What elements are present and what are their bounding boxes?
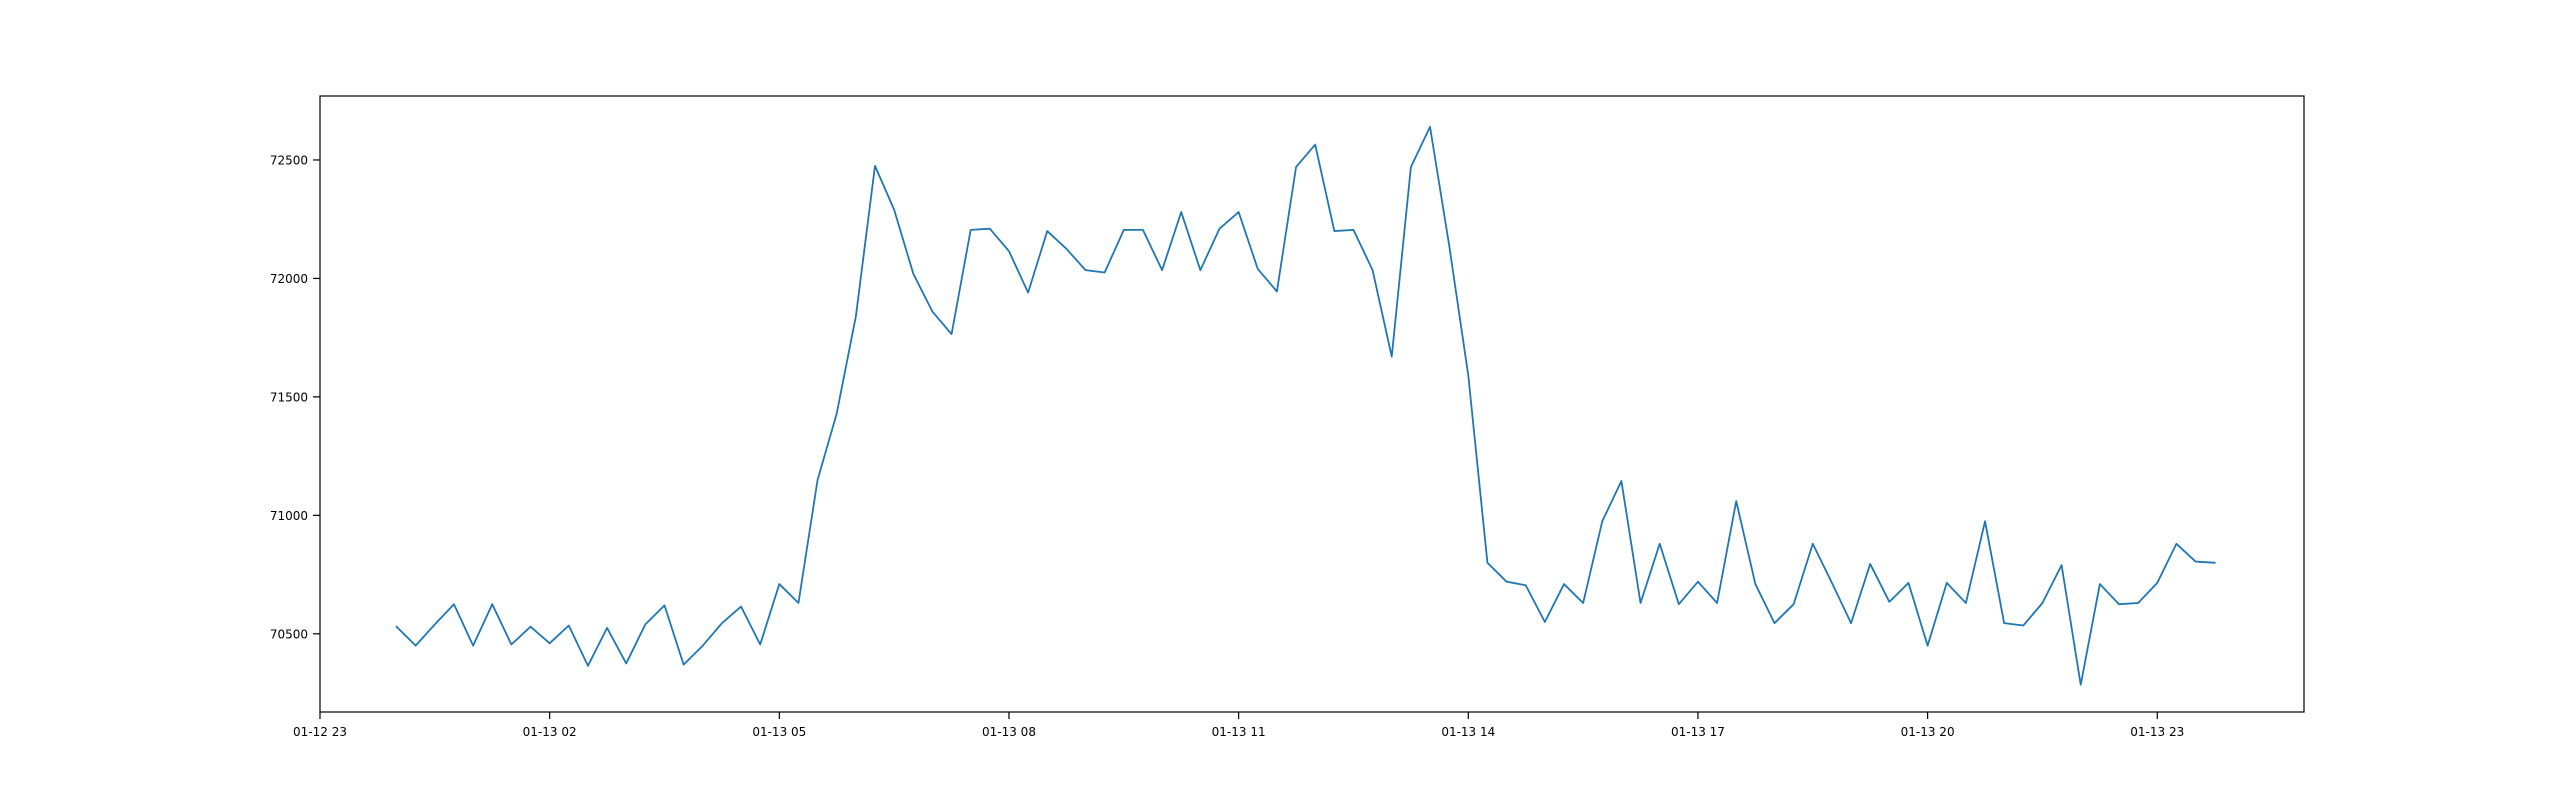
x-tick-label: 01-13 23: [2130, 725, 2184, 739]
series-layer: [395, 125, 2216, 686]
x-tick-label: 01-13 08: [982, 725, 1036, 739]
x-tick-label: 01-13 20: [1901, 725, 1955, 739]
x-tick-label: 01-13 14: [1441, 725, 1495, 739]
x-axis: 01-12 23 01-13 02 01-13 05 01-13 08 01-13 11…: [293, 712, 2184, 739]
x-tick-label: 01-13 02: [523, 725, 577, 739]
y-tick-label: 70500: [270, 627, 308, 641]
plot-frame: [319, 95, 2305, 713]
x-tick-label: 01-13 11: [1212, 725, 1266, 739]
y-tick-label: 72000: [270, 272, 308, 286]
x-tick-label: 01-13 05: [752, 725, 806, 739]
x-tick-label: 01-12 23: [293, 725, 347, 739]
x-tick-label: 01-13 17: [1671, 725, 1725, 739]
y-axis: 70500 71000 71500 72000 72500: [270, 153, 320, 641]
y-tick-label: 71500: [270, 390, 308, 404]
y-tick-label: 72500: [270, 153, 308, 167]
y-tick-label: 71000: [270, 509, 308, 523]
series-line: [395, 125, 2216, 686]
